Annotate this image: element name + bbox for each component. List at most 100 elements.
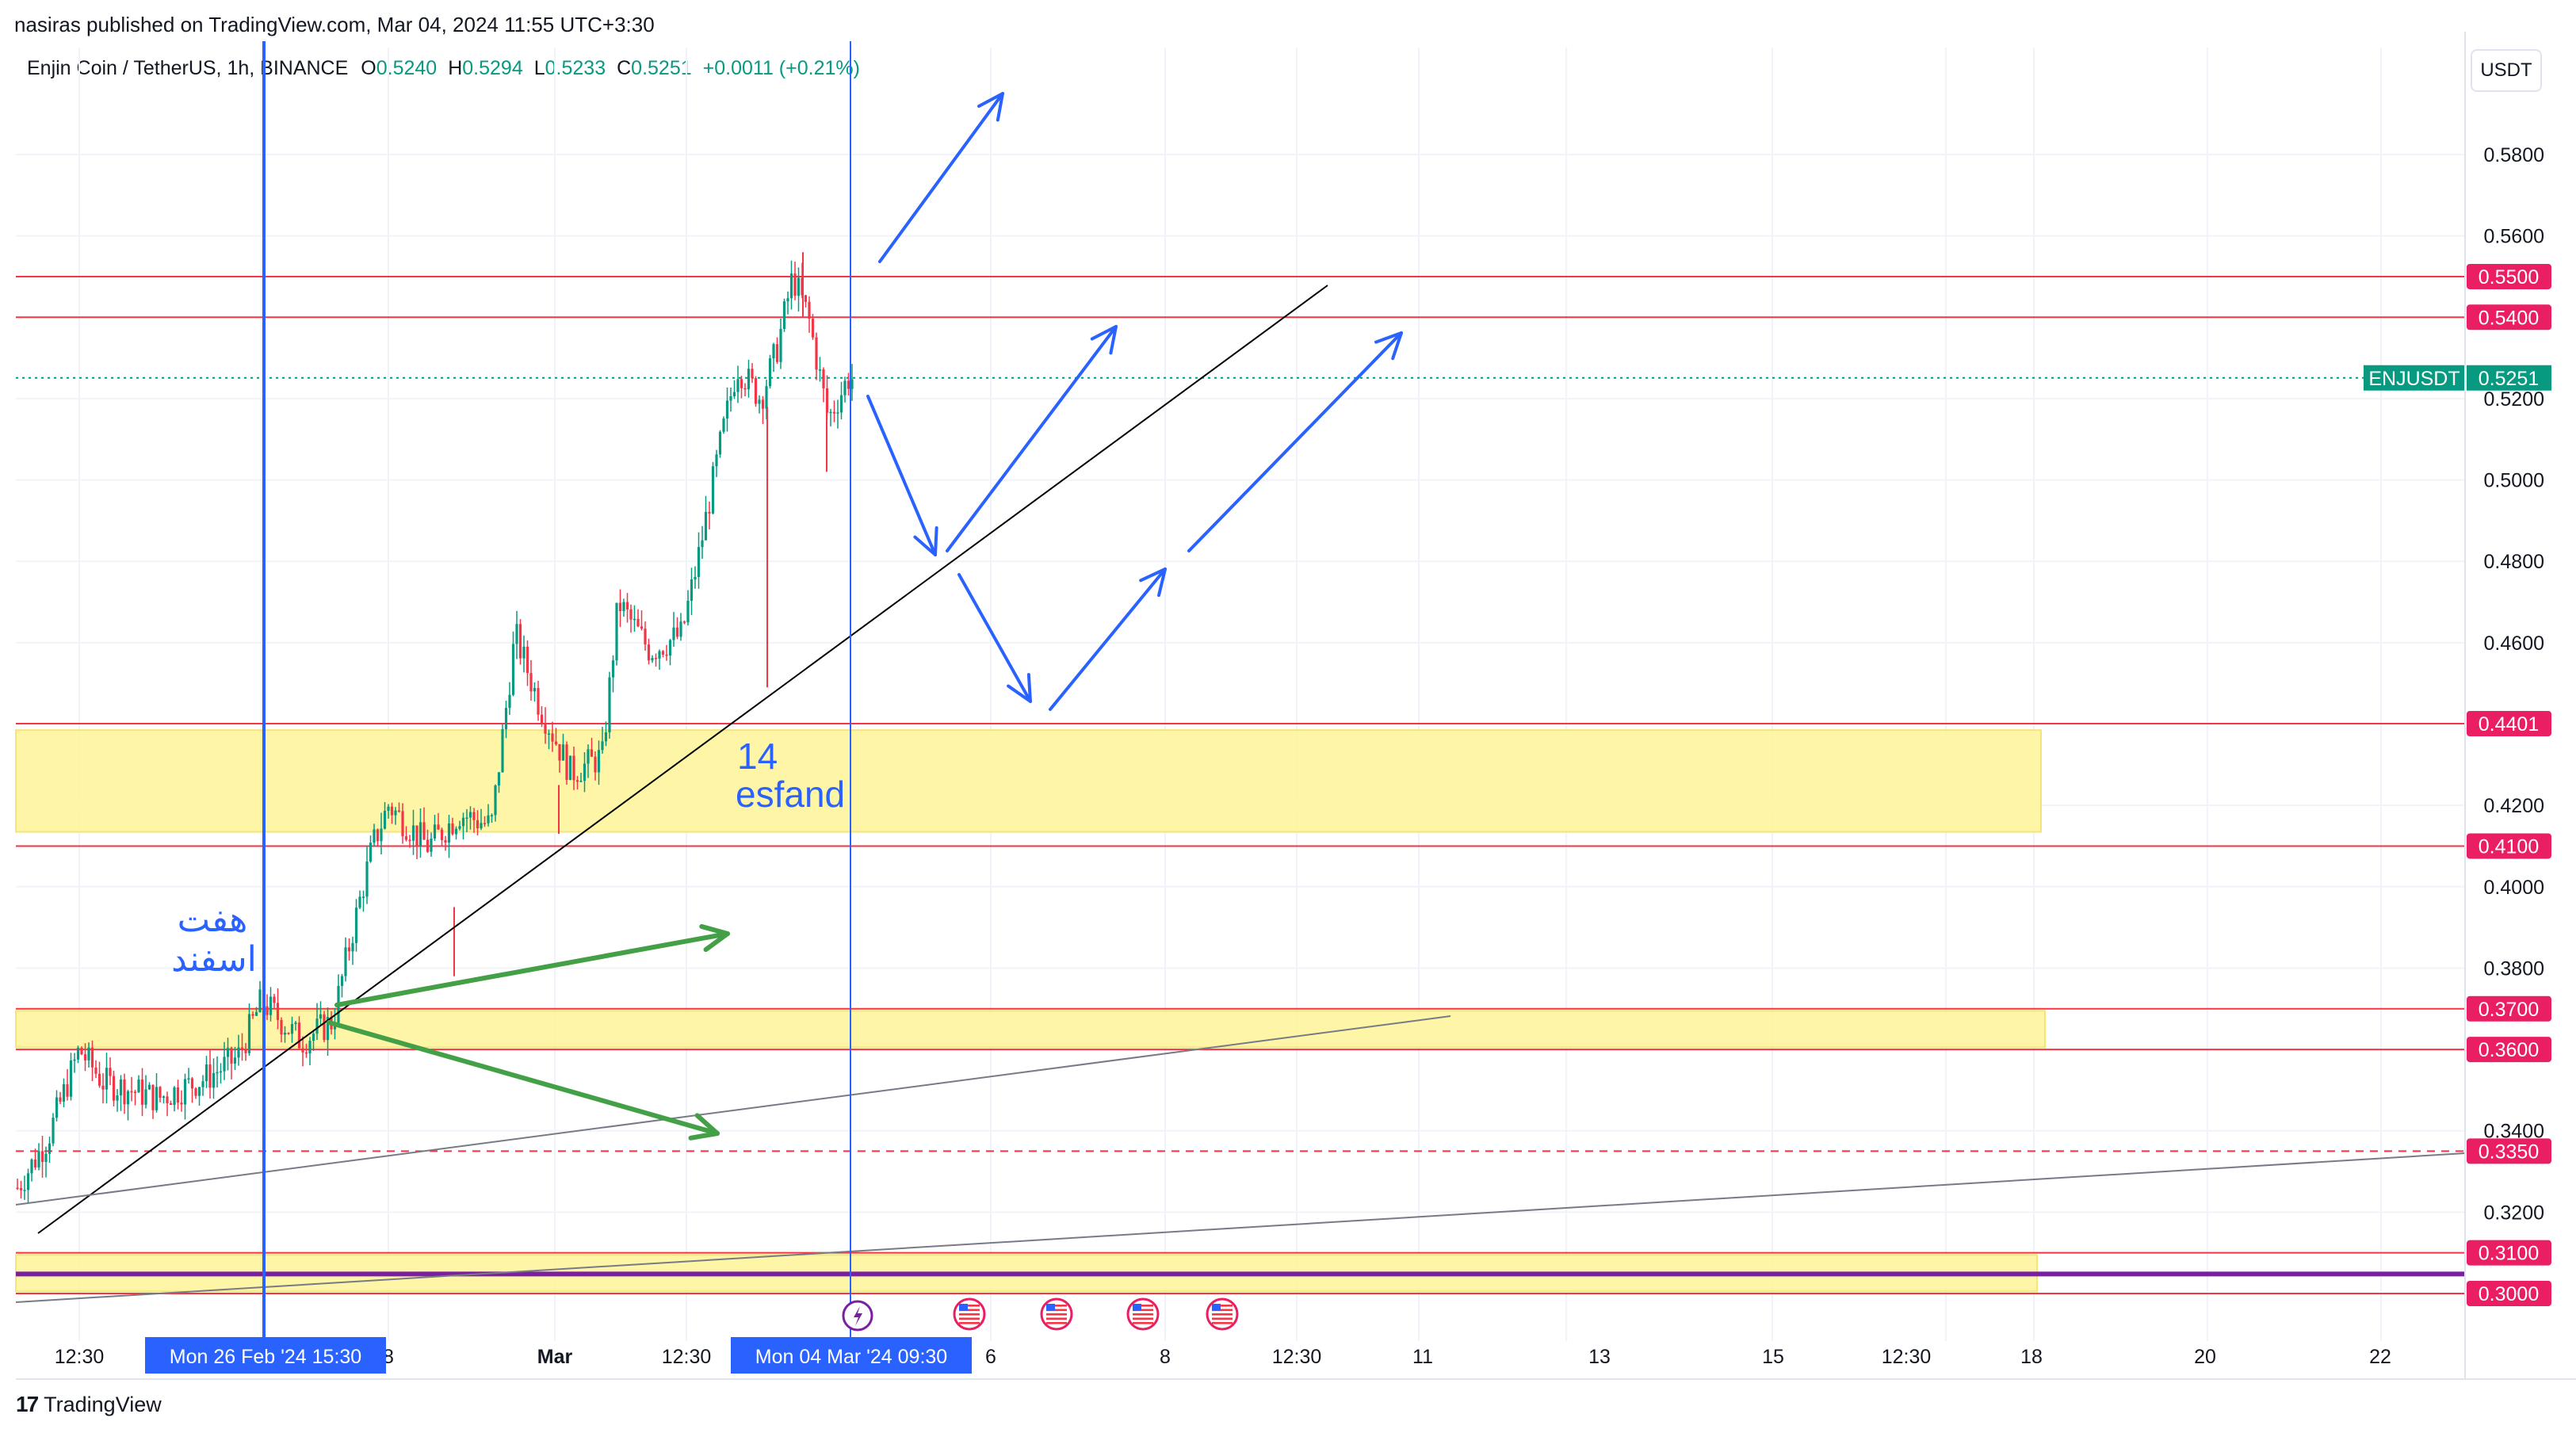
candle-body (269, 996, 273, 1015)
candle-body (447, 823, 451, 843)
candle-body (615, 602, 618, 661)
candle-body (682, 621, 686, 623)
candle-body (483, 823, 487, 824)
candle-body (518, 624, 522, 659)
us-flag-stripe (959, 1309, 980, 1312)
candle-body (73, 1059, 76, 1061)
arrow-down-2-head (1007, 673, 1032, 703)
candle-body (251, 1014, 254, 1016)
candle-body (440, 829, 444, 840)
candle-body (611, 660, 615, 678)
price-level-badge-label: 0.3000 (2479, 1283, 2539, 1305)
candle-body (508, 694, 511, 709)
price-level-badge[interactable] (2467, 1138, 2551, 1164)
candle-body (497, 772, 501, 786)
trendline-gray-2[interactable] (15, 1152, 2466, 1303)
candle-body (811, 319, 815, 338)
candle-body (137, 1080, 140, 1093)
arrow-down-1[interactable] (866, 395, 937, 556)
y-tick-label: 0.5600 (2484, 226, 2544, 248)
price-level-badge[interactable] (2467, 995, 2551, 1022)
trendline-black[interactable] (37, 285, 1328, 1234)
candle-body (109, 1068, 112, 1076)
ohlc-high-key: H (448, 57, 463, 79)
candle-body (212, 1072, 216, 1088)
candle-body (644, 629, 647, 645)
us-flag-stripe (1046, 1313, 1067, 1316)
arrow-down-2[interactable] (957, 573, 1032, 703)
ohlc-open-key: O (361, 57, 376, 79)
candle-body (522, 646, 526, 659)
candle-body (633, 618, 636, 621)
candle-body (829, 411, 832, 414)
candle-body (529, 673, 533, 692)
arrow-up-1[interactable] (946, 325, 1118, 552)
candle-body (665, 654, 668, 656)
y-tick-label: 0.3200 (2484, 1202, 2544, 1224)
candle-body (554, 741, 558, 744)
price-level-badge[interactable] (2467, 1037, 2551, 1063)
candle-body (112, 1076, 116, 1101)
arrow-up-3[interactable] (1187, 331, 1403, 552)
candle-body (850, 379, 854, 389)
symbol-title[interactable]: Enjin Coin / TetherUS, 1h, BINANCE (27, 57, 349, 79)
ohlc-close-key: C (617, 57, 632, 79)
us-flag-stripe (959, 1317, 980, 1320)
arrow-green-up[interactable] (334, 931, 730, 1007)
date-marker-badge[interactable] (145, 1337, 386, 1374)
candle-body (704, 511, 708, 541)
candle-body (76, 1048, 80, 1060)
candle-body (37, 1151, 40, 1167)
x-tick-label: 15 (1762, 1346, 1784, 1368)
candle-body (244, 1049, 247, 1053)
candle-body (326, 1017, 330, 1041)
candle-body (358, 896, 361, 908)
arrow-up-2[interactable] (1049, 567, 1167, 711)
candle-body (408, 839, 411, 842)
candle-body (133, 1091, 137, 1093)
price-level-badge[interactable] (2467, 710, 2551, 736)
candle-body (55, 1097, 59, 1118)
price-level-badge[interactable] (2467, 833, 2551, 859)
candle-body (768, 358, 772, 387)
price-level-badge[interactable] (2467, 1240, 2551, 1266)
candle-body (797, 277, 801, 296)
candle-body (23, 1190, 26, 1191)
candle-body (62, 1083, 66, 1102)
arrow-up-breakout[interactable] (878, 92, 1004, 263)
date-marker-badge[interactable] (731, 1337, 972, 1374)
candle-body (701, 540, 704, 548)
candle-body (283, 1033, 287, 1035)
annotation-haft: هفت (178, 900, 248, 939)
candle-body (323, 1014, 326, 1041)
candle-body (394, 810, 397, 816)
price-level-badge[interactable] (2467, 1281, 2551, 1306)
candle-body (151, 1084, 155, 1110)
candle-body (247, 1014, 251, 1053)
y-tick-label: 0.4600 (2484, 632, 2544, 655)
candle-body (804, 295, 808, 302)
candle-body (583, 763, 587, 781)
price-level-badge-label: 0.3100 (2479, 1243, 2539, 1265)
trendline-gray-1[interactable] (15, 1015, 1451, 1206)
candle-body (622, 602, 625, 611)
candle-body (197, 1087, 201, 1096)
candle-body (825, 388, 829, 413)
price-level-badge[interactable] (2467, 304, 2551, 331)
candle-body (183, 1079, 187, 1105)
candle-body (511, 644, 515, 695)
arrow-green-down[interactable] (327, 1020, 720, 1136)
current-symbol-badge (2364, 365, 2465, 391)
currency-button[interactable]: USDT (2471, 49, 2542, 92)
x-tick-label: 18 (2020, 1346, 2043, 1368)
x-tick-label: 12:30 (1272, 1346, 1322, 1368)
candle-body (775, 344, 779, 362)
candle-body (772, 344, 775, 359)
candle-body (722, 418, 725, 432)
candle-body (258, 989, 262, 1012)
candle-body (751, 369, 754, 379)
price-level-badge[interactable] (2467, 263, 2551, 289)
candle-body (433, 824, 437, 839)
candle-body (126, 1091, 130, 1105)
